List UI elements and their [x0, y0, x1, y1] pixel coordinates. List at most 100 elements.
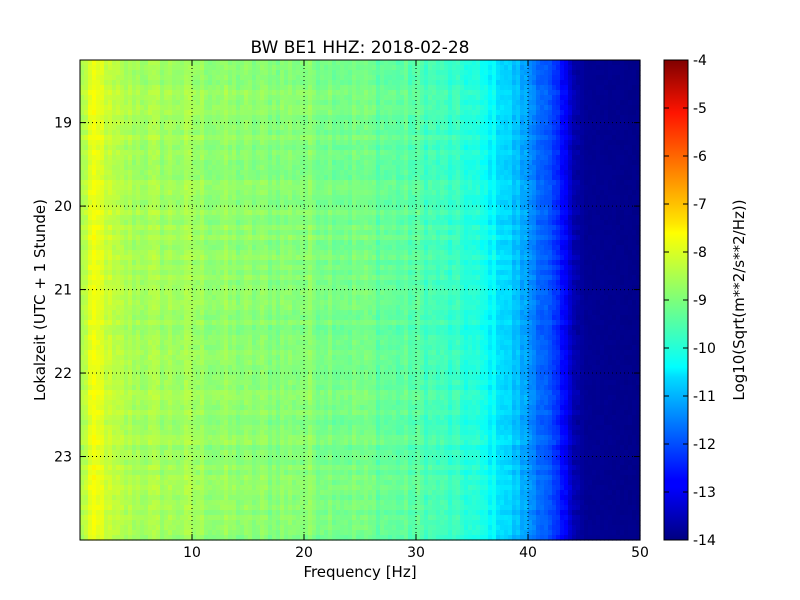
heatmap-cell — [436, 150, 441, 156]
heatmap-cell — [148, 220, 153, 226]
heatmap-cell — [452, 210, 457, 216]
heatmap-cell — [324, 180, 329, 186]
heatmap-cell — [184, 235, 189, 241]
heatmap-cell — [276, 125, 281, 131]
heatmap-cell — [340, 80, 345, 86]
heatmap-cell — [624, 65, 629, 71]
heatmap-cell — [144, 225, 149, 231]
heatmap-cell — [588, 80, 593, 86]
heatmap-cell — [492, 80, 497, 86]
heatmap-cell — [88, 225, 93, 231]
heatmap-cell — [520, 90, 525, 96]
heatmap-cell — [472, 95, 477, 101]
heatmap-cell — [112, 190, 117, 196]
heatmap-cell — [564, 105, 569, 111]
heatmap-cell — [272, 110, 277, 116]
heatmap-cell — [144, 100, 149, 106]
heatmap-cell — [316, 100, 321, 106]
heatmap-cell — [564, 195, 569, 201]
heatmap-cell — [236, 125, 241, 131]
heatmap-cell — [276, 110, 281, 116]
heatmap-cell — [560, 215, 565, 221]
heatmap-cell — [216, 140, 221, 146]
heatmap-cell — [188, 215, 193, 221]
heatmap-cell — [608, 105, 613, 111]
heatmap-cell — [104, 130, 109, 136]
heatmap-cell — [320, 165, 325, 171]
heatmap-cell — [444, 170, 449, 176]
heatmap-cell — [404, 115, 409, 121]
heatmap-cell — [528, 220, 533, 226]
heatmap-cell — [376, 235, 381, 241]
heatmap-cell — [380, 105, 385, 111]
heatmap-cell — [364, 170, 369, 176]
heatmap-cell — [300, 100, 305, 106]
heatmap-cell — [544, 160, 549, 166]
heatmap-cell — [476, 190, 481, 196]
heatmap-cell — [476, 205, 481, 211]
heatmap-cell — [376, 125, 381, 131]
heatmap-cell — [456, 110, 461, 116]
heatmap-cell — [216, 125, 221, 131]
heatmap-cell — [396, 140, 401, 146]
heatmap-cell — [236, 190, 241, 196]
heatmap-cell — [632, 210, 637, 216]
heatmap-cell — [628, 205, 633, 211]
heatmap-cell — [620, 220, 625, 226]
heatmap-cell — [416, 65, 421, 71]
heatmap-cell — [108, 185, 113, 191]
heatmap-cell — [376, 75, 381, 81]
heatmap-cell — [400, 105, 405, 111]
heatmap-cell — [332, 235, 337, 241]
heatmap-cell — [220, 130, 225, 136]
heatmap-cell — [332, 160, 337, 166]
heatmap-cell — [216, 230, 221, 236]
heatmap-cell — [396, 180, 401, 186]
heatmap-cell — [228, 170, 233, 176]
heatmap-cell — [180, 150, 185, 156]
heatmap-cell — [568, 60, 573, 66]
heatmap-cell — [260, 220, 265, 226]
heatmap-cell — [568, 170, 573, 176]
heatmap-cell — [572, 140, 577, 146]
heatmap-cell — [244, 95, 249, 101]
heatmap-cell — [468, 140, 473, 146]
heatmap-cell — [316, 130, 321, 136]
heatmap-cell — [132, 125, 137, 131]
heatmap-cell — [232, 225, 237, 231]
heatmap-cell — [208, 215, 213, 221]
heatmap-cell — [396, 225, 401, 231]
heatmap-cell — [584, 215, 589, 221]
heatmap-cell — [368, 160, 373, 166]
heatmap-cell — [488, 155, 493, 161]
heatmap-cell — [220, 105, 225, 111]
heatmap-cell — [384, 115, 389, 121]
heatmap-cell — [228, 110, 233, 116]
heatmap-cell — [116, 185, 121, 191]
heatmap-cell — [608, 125, 613, 131]
heatmap-cell — [404, 220, 409, 226]
heatmap-cell — [524, 170, 529, 176]
heatmap-cell — [324, 235, 329, 241]
heatmap-cell — [220, 220, 225, 226]
heatmap-cell — [616, 95, 621, 101]
heatmap-cell — [348, 200, 353, 206]
heatmap-cell — [112, 130, 117, 136]
heatmap-cell — [80, 140, 85, 146]
heatmap-cell — [372, 175, 377, 181]
heatmap-cell — [552, 185, 557, 191]
heatmap-cell — [116, 105, 121, 111]
heatmap-cell — [384, 170, 389, 176]
heatmap-cell — [120, 65, 125, 71]
heatmap-cell — [500, 105, 505, 111]
heatmap-cell — [524, 225, 529, 231]
heatmap-cell — [384, 220, 389, 226]
heatmap-cell — [144, 170, 149, 176]
heatmap-cell — [376, 150, 381, 156]
heatmap-cell — [192, 105, 197, 111]
heatmap-cell — [132, 215, 137, 221]
heatmap-cell — [504, 140, 509, 146]
heatmap-cell — [248, 65, 253, 71]
heatmap-cell — [436, 165, 441, 171]
heatmap-cell — [440, 170, 445, 176]
